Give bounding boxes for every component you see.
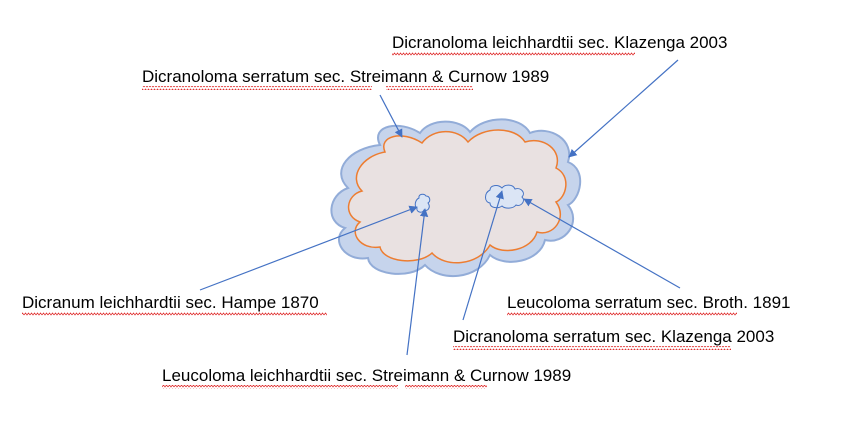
inner-concept-cloud <box>347 129 567 264</box>
arrow-streimann-leucoloma <box>406 208 429 356</box>
label-dicranum-leichhardtii-hampe: Dicranum leichhardtii sec. Hampe 1870 <box>22 293 319 312</box>
label-group-streimann-serratum: Dicranoloma serratum sec. Streimann & Cu… <box>142 67 549 90</box>
label-dicranoloma-leichhardtii-klazenga: Dicranoloma leichhardtii sec. Klazenga 2… <box>392 33 727 52</box>
labels: Dicranoloma leichhardtii sec. Klazenga 2… <box>22 33 790 389</box>
spellcheck-underline <box>386 86 473 90</box>
arrows <box>199 59 681 356</box>
spellcheck-underline <box>162 385 398 389</box>
arrow-streimann-serratum <box>379 94 403 138</box>
label-group-broth-leucoloma: Leucoloma serratum sec. Broth. 1891 <box>507 293 790 316</box>
spellcheck-underline <box>142 86 372 90</box>
label-leucoloma-serratum-broth: Leucoloma serratum sec. Broth. 1891 <box>507 293 790 312</box>
arrow-broth-leucoloma <box>523 198 681 289</box>
label-dicranoloma-serratum-klazenga: Dicranoloma serratum sec. Klazenga 2003 <box>453 327 774 346</box>
label-leucoloma-leichhardtii-streimann: Leucoloma leichhardtii sec. Streimann & … <box>162 366 571 385</box>
spellcheck-underline <box>507 312 737 316</box>
label-group-klazenga-leichhardtii: Dicranoloma leichhardtii sec. Klazenga 2… <box>392 33 727 56</box>
arrow-klazenga-serratum <box>462 190 504 321</box>
arrow-hampe-dicranum <box>199 205 418 291</box>
label-group-klazenga-serratum: Dicranoloma serratum sec. Klazenga 2003 <box>453 327 774 350</box>
spellcheck-underline <box>453 346 731 350</box>
spellcheck-underline <box>392 52 635 56</box>
label-dicranoloma-serratum-streimann: Dicranoloma serratum sec. Streimann & Cu… <box>142 67 549 86</box>
small-concept-cloud <box>485 184 524 209</box>
spellcheck-underline <box>405 385 487 389</box>
label-group-hampe-dicranum: Dicranum leichhardtii sec. Hampe 1870 <box>22 293 327 316</box>
arrow-klazenga-leichhardtii <box>568 59 679 158</box>
spellcheck-underline <box>22 312 327 316</box>
label-group-streimann-leucoloma: Leucoloma leichhardtii sec. Streimann & … <box>162 366 571 389</box>
